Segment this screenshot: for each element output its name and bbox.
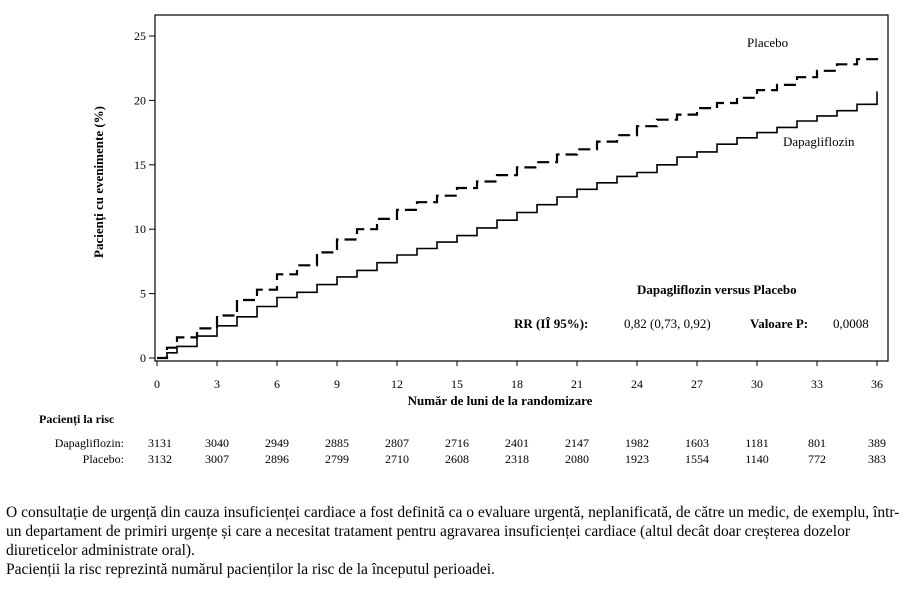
x-tick-label: 18 xyxy=(511,377,523,391)
x-tick-label: 27 xyxy=(691,377,703,391)
stats-title: Dapagliflozin versus Placebo xyxy=(637,282,797,297)
risk-cell: 2949 xyxy=(265,436,289,450)
risk-cell: 1603 xyxy=(685,436,709,450)
risk-cell: 1554 xyxy=(685,452,709,466)
risk-cell: 1923 xyxy=(625,452,649,466)
caption-paragraph-definition: O consultație de urgență din cauza insuf… xyxy=(6,504,900,559)
p-value: 0,0008 xyxy=(833,316,869,331)
risk-cell: 2885 xyxy=(325,436,349,450)
caption-paragraph-risk-note: Pacienții la risc reprezintă numărul pac… xyxy=(6,561,495,578)
dapagliflozin-series-label: Dapagliflozin xyxy=(783,134,855,149)
risk-cell: 801 xyxy=(808,436,826,450)
risk-cell: 389 xyxy=(868,436,886,450)
risk-cell: 2147 xyxy=(565,436,589,450)
risk-cell: 3007 xyxy=(205,452,229,466)
risk-row-label: Placebo: xyxy=(83,452,124,466)
series-line-placebo xyxy=(157,54,879,360)
x-tick-label: 24 xyxy=(631,377,643,391)
risk-cell: 2716 xyxy=(445,436,469,450)
risk-cell: 3132 xyxy=(148,452,172,466)
y-axis-title: Pacienți cu evenimente (%) xyxy=(91,106,107,258)
risk-row-label: Dapagliflozin: xyxy=(55,436,124,450)
rr-value: 0,82 (0,73, 0,92) xyxy=(624,316,711,331)
x-tick-label: 3 xyxy=(214,377,220,391)
risk-cell: 2401 xyxy=(505,436,529,450)
risk-table-title: Pacienți la risc xyxy=(39,412,115,427)
x-axis-title: Număr de luni de la randomizare xyxy=(408,393,593,408)
y-tick-label: 25 xyxy=(134,29,146,43)
risk-cell: 772 xyxy=(808,452,826,466)
risk-cell: 1982 xyxy=(625,436,649,450)
risk-cell: 383 xyxy=(868,452,886,466)
series-line-dapagliflozin xyxy=(157,91,878,359)
risk-cell: 2896 xyxy=(265,452,289,466)
risk-cell: 2608 xyxy=(445,452,469,466)
rr-label: RR (IÎ 95%): xyxy=(514,316,588,331)
risk-cell: 2080 xyxy=(565,452,589,466)
risk-cell: 2318 xyxy=(505,452,529,466)
x-tick-label: 12 xyxy=(391,377,403,391)
x-tick-label: 21 xyxy=(571,377,583,391)
x-tick-label: 6 xyxy=(274,377,280,391)
y-tick-label: 20 xyxy=(134,93,146,107)
x-tick-label: 9 xyxy=(334,377,340,391)
risk-cell: 2799 xyxy=(325,452,349,466)
x-axis-ticks: 0 3 6 9 12 15 18 21 24 27 30 33 36 xyxy=(154,361,883,391)
risk-cell: 2710 xyxy=(385,452,409,466)
y-axis-ticks: 0 5 10 15 20 25 xyxy=(134,29,155,365)
series-lines xyxy=(157,54,879,360)
figure-caption: O consultație de urgență din cauza insuf… xyxy=(6,503,911,579)
x-tick-label: 33 xyxy=(811,377,823,391)
x-tick-label: 15 xyxy=(451,377,463,391)
y-tick-label: 15 xyxy=(134,158,146,172)
plot-frame xyxy=(154,14,889,362)
placebo-series-label: Placebo xyxy=(747,35,788,50)
x-tick-label: 30 xyxy=(751,377,763,391)
risk-cell: 1181 xyxy=(745,436,769,450)
risk-cell: 3040 xyxy=(205,436,229,450)
chart-axes xyxy=(154,14,889,362)
y-tick-label: 10 xyxy=(134,222,146,236)
risk-cell: 2807 xyxy=(385,436,409,450)
risk-cell: 1140 xyxy=(745,452,769,466)
risk-table: Dapagliflozin: 3131 3040 2949 2885 2807 2716 24… xyxy=(55,436,886,466)
x-tick-label: 36 xyxy=(871,377,883,391)
y-tick-label: 0 xyxy=(140,351,146,365)
p-value-label: Valoare P: xyxy=(750,316,808,331)
risk-cell: 3131 xyxy=(148,436,172,450)
y-tick-label: 5 xyxy=(140,287,146,301)
x-tick-label: 0 xyxy=(154,377,160,391)
